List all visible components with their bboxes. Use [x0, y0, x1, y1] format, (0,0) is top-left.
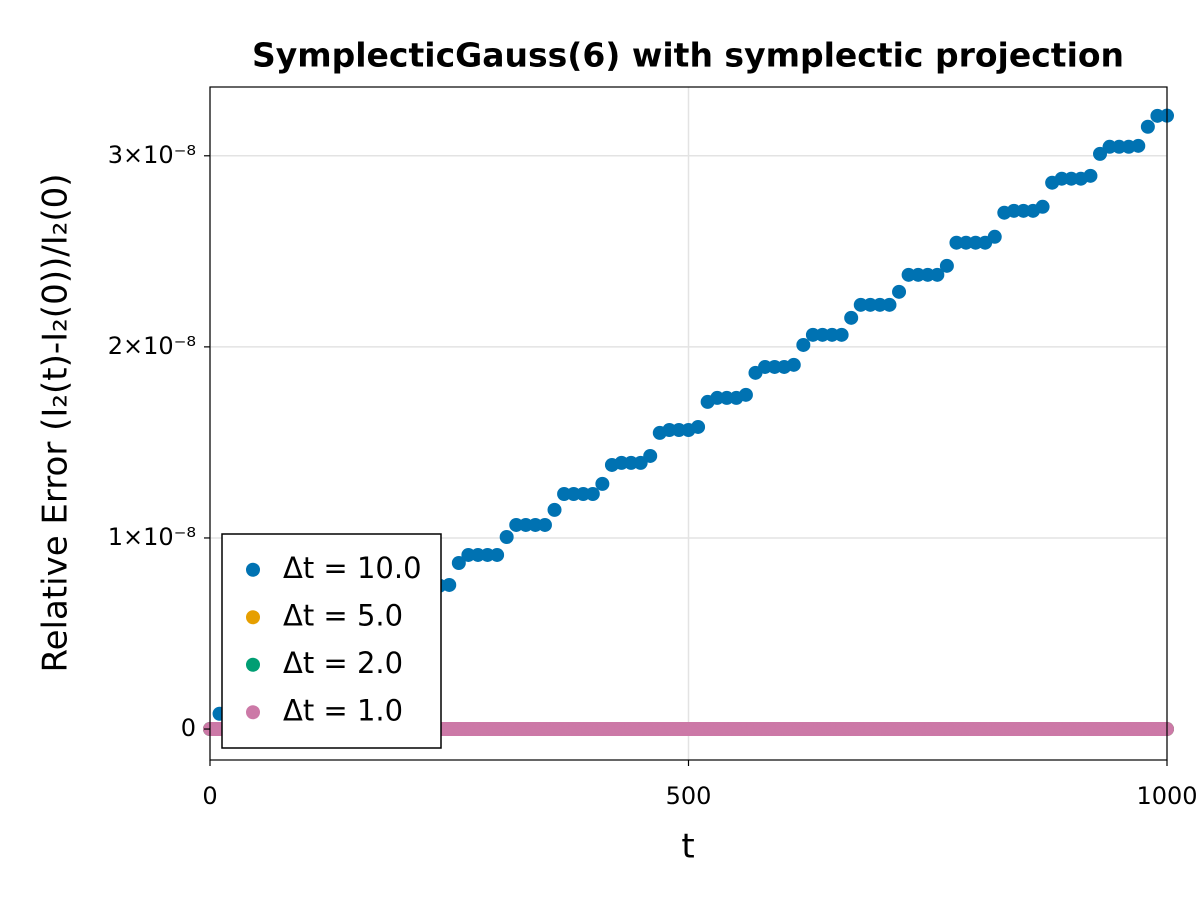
point [1035, 199, 1050, 214]
point [585, 487, 600, 502]
legend: Δt = 10.0 Δt = 5.0 Δt = 2.0 Δt = 1.0 [221, 533, 442, 749]
point [1006, 203, 1021, 218]
legend-marker [246, 610, 260, 625]
point [528, 517, 543, 532]
point [786, 357, 801, 372]
point [968, 235, 983, 250]
point [738, 387, 753, 402]
point [595, 476, 610, 491]
y-tick-label: 1×10⁻⁸ [108, 523, 196, 551]
y-tick-label: 3×10⁻⁸ [108, 141, 196, 169]
point [892, 284, 907, 299]
point [719, 390, 734, 405]
point [662, 422, 677, 437]
point [930, 267, 945, 282]
y-tick-label: 0 [181, 714, 196, 742]
point [461, 547, 476, 562]
point [815, 327, 830, 342]
point [949, 235, 964, 250]
point [901, 267, 916, 282]
point [1016, 203, 1031, 218]
x-tick-label: 0 [202, 782, 217, 810]
point [1102, 139, 1117, 154]
point [1083, 168, 1098, 183]
point [442, 577, 457, 592]
point [796, 337, 811, 352]
point [1064, 171, 1079, 186]
point [767, 359, 782, 374]
x-tick-label: 1000 [1136, 782, 1197, 810]
legend-marker [246, 705, 260, 720]
y-tick-label: 2×10⁻⁸ [108, 332, 196, 360]
point [872, 297, 887, 312]
legend-label: Δt = 1.0 [283, 693, 403, 727]
point [1112, 139, 1127, 154]
point [576, 487, 591, 502]
chart-title: SymplecticGauss(6) with symplectic proje… [252, 36, 1124, 75]
point [691, 419, 706, 434]
point [939, 258, 954, 273]
point [844, 310, 859, 325]
legend-label: Δt = 10.0 [283, 551, 422, 585]
point [805, 327, 820, 342]
point [959, 235, 974, 250]
point [643, 448, 658, 463]
point [911, 267, 926, 282]
y-axis-label: Relative Error (I₂(t)-I₂(0))/I₂(0) [36, 173, 76, 672]
x-tick-label: 500 [666, 782, 712, 810]
point [470, 547, 485, 562]
point [614, 455, 629, 470]
point [480, 547, 495, 562]
legend-label: Δt = 2.0 [283, 646, 403, 680]
legend-marker [246, 562, 260, 577]
point [1131, 138, 1146, 153]
point [710, 390, 725, 405]
point [509, 517, 524, 532]
point [758, 359, 773, 374]
axes: 0 1×10⁻⁸ 2×10⁻⁸ 3×10⁻⁸ 0 500 1000 [108, 141, 1198, 810]
point [1054, 171, 1069, 186]
point [882, 297, 897, 312]
legend-label: Δt = 5.0 [283, 598, 403, 632]
point [451, 555, 466, 570]
legend-marker [246, 657, 260, 672]
point [624, 455, 639, 470]
point [537, 517, 552, 532]
point [834, 327, 849, 342]
point [853, 297, 868, 312]
point [920, 267, 935, 282]
point [499, 530, 514, 545]
point [987, 229, 1002, 244]
point [566, 487, 581, 502]
point [547, 502, 562, 517]
point [863, 297, 878, 312]
point [1093, 146, 1108, 161]
point [518, 517, 533, 532]
point [1140, 119, 1155, 134]
point [557, 487, 572, 502]
point [825, 327, 840, 342]
point [490, 547, 505, 562]
point [671, 422, 686, 437]
x-axis-label: t [681, 827, 694, 867]
